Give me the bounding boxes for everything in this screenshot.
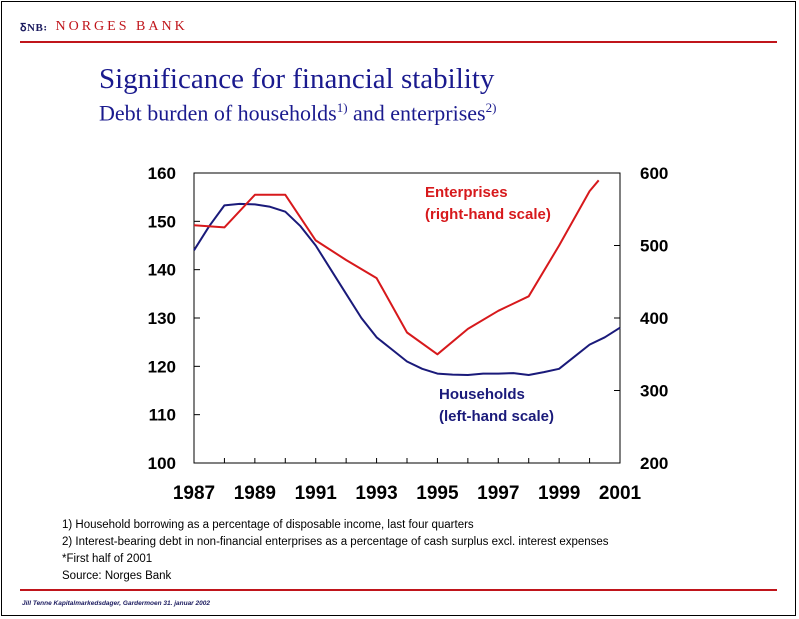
- source-note: Source: Norges Bank: [62, 570, 172, 582]
- x-tick-label-2001: 2001: [599, 483, 642, 504]
- x-tick-label-1987: 1987: [173, 483, 215, 504]
- left-tick-label-150: 150: [148, 212, 176, 231]
- enterprises-label: Enterprises: [425, 184, 508, 201]
- subtitle-text-1: Debt burden of households: [99, 100, 337, 126]
- footnotes: 1) Household borrowing as a percentage o…: [62, 517, 609, 585]
- series-line-households: [193, 202, 621, 376]
- footnote-3: *First half of 2001: [62, 553, 153, 565]
- x-tick-label-1993: 1993: [355, 483, 397, 504]
- header-rule: [20, 41, 777, 43]
- series-line-enterprises: [193, 179, 600, 356]
- footnote-2: 2) Interest-bearing debt in non-financia…: [62, 536, 609, 548]
- left-tick-label-110: 110: [149, 406, 176, 425]
- x-tick-label-1989: 1989: [234, 483, 276, 504]
- norges-bank-logo-icon: ꝽNB꞉: [20, 21, 48, 34]
- slide-title: Significance for financial stability: [99, 63, 495, 95]
- subtitle-text-2: and enterprises: [347, 100, 486, 126]
- header: ꝽNB꞉ NORGES BANK: [20, 16, 188, 38]
- left-tick-label-100: 100: [148, 454, 176, 473]
- x-tick-label-1995: 1995: [416, 483, 459, 504]
- plot-frame: [193, 172, 621, 464]
- left-tick-label-160: 160: [148, 164, 176, 183]
- right-tick-label-400: 400: [640, 309, 668, 328]
- right-tick-label-500: 500: [640, 237, 668, 256]
- footer-text: Jill Tenne Kapitalmarkedsdager, Gardermo…: [22, 600, 210, 607]
- slide-subtitle: Debt burden of households1) and enterpri…: [99, 100, 496, 126]
- x-tick-label-1997: 1997: [477, 483, 519, 504]
- right-tick-label-300: 300: [640, 382, 668, 401]
- left-tick-label-140: 140: [148, 261, 176, 280]
- enterprises-scale-label: (right-hand scale): [425, 206, 551, 223]
- subtitle-sup-2: 2): [485, 100, 497, 115]
- bank-name: NORGES BANK: [55, 19, 188, 34]
- left-tick-label-130: 130: [148, 309, 176, 328]
- footnote-1: 1) Household borrowing as a percentage o…: [62, 519, 474, 531]
- households-scale-label: (left-hand scale): [439, 408, 554, 425]
- x-tick-label-1991: 1991: [295, 483, 338, 504]
- subtitle-sup-1: 1): [336, 100, 348, 115]
- right-tick-label-600: 600: [640, 164, 668, 183]
- right-tick-label-200: 200: [640, 454, 668, 473]
- x-tick-label-1999: 1999: [538, 483, 580, 504]
- households-label: Households: [439, 386, 525, 403]
- footer-rule: [20, 589, 777, 591]
- left-tick-label-120: 120: [148, 357, 176, 376]
